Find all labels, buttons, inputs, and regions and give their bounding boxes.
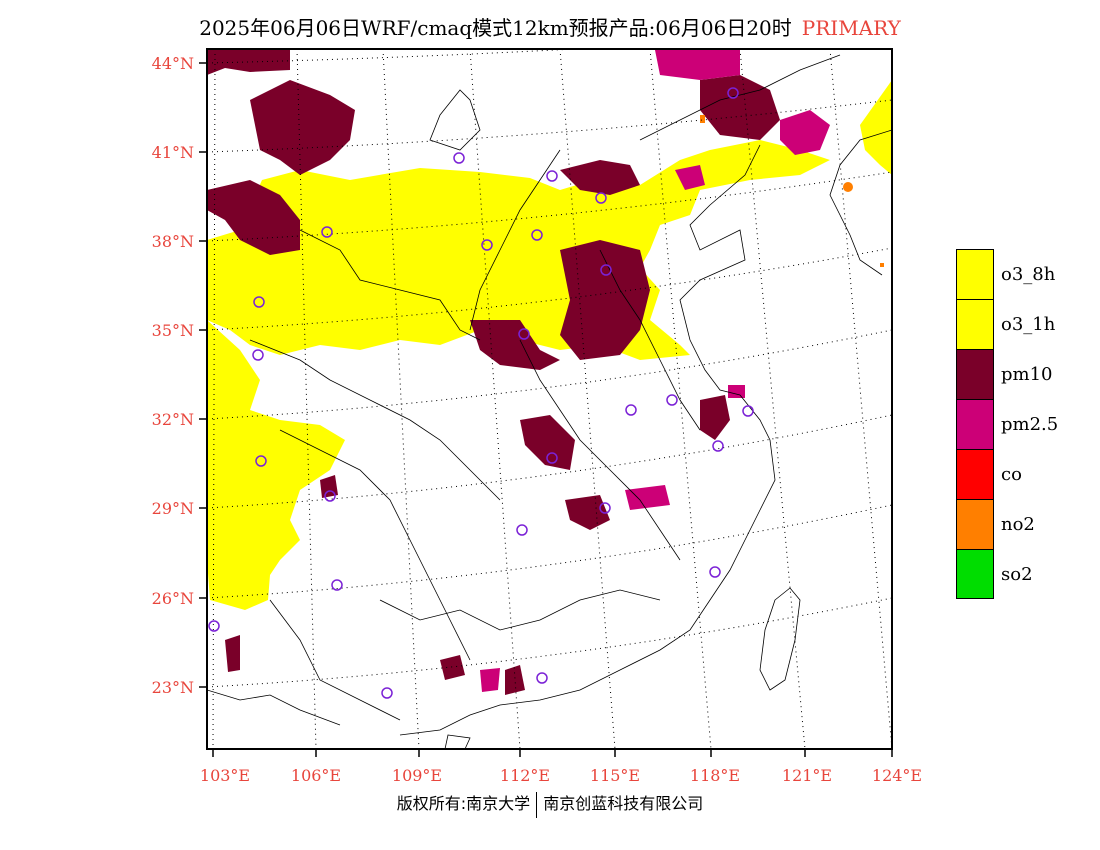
pm25-tianjin [675,165,705,190]
lat-label-38: 38°N [151,232,194,251]
lon-label-106: 106°E [290,766,342,785]
legend-swatch-pm10 [956,349,994,399]
pm10-hubei [520,415,575,470]
pm25-regions [480,50,830,692]
o3-northeast-coast [860,80,892,175]
graticule [207,49,892,749]
pm10-northeast [700,75,780,140]
pm25-shanghai [728,385,745,398]
pm10-jiangxi [565,495,610,530]
lat-label-32: 32°N [151,410,194,429]
lon-label-109: 109°E [391,766,443,785]
pm25-guangdong [480,668,500,692]
lon-label-115: 115°E [589,766,641,785]
lon-label-118: 118°E [689,766,741,785]
o3-regions [207,80,892,610]
pm10-jiangsu [700,395,730,440]
map-title: 2025年06月06日WRF/cmaq模式12km预报产品:06月06日20时 P… [0,12,1100,41]
map-title-text: 2025年06月06日WRF/cmaq模式12km预报产品:06月06日20时 [199,16,792,40]
copyright-left: 版权所有:南京大学 [396,794,531,813]
pm10-top-left [207,50,290,75]
lon-label-121: 121°E [781,766,833,785]
lat-label-35: 35°N [151,321,194,340]
lat-label-26: 26°N [151,589,194,608]
pm10-north-china-plain [560,240,650,360]
legend-label-so2: so2 [1001,564,1033,585]
legend-label-no2: no2 [1001,514,1035,535]
copyright-separator [536,791,538,818]
legend-label-pm25: pm2.5 [1001,414,1059,435]
lat-label-23: 23°N [151,678,194,697]
lon-label-124: 124°E [871,766,923,785]
legend-label-co: co [1001,464,1022,485]
no2-spots [700,115,884,267]
pm10-regions [207,50,780,695]
legend-swatch-o3-1h [956,299,994,349]
o3-north-band [207,140,830,360]
lat-label-41: 41°N [151,143,194,162]
legend-label-o3-8h: o3_8h [1001,264,1056,285]
legend-swatch-no2 [956,499,994,549]
pm25-northeast-top [655,50,740,80]
map-frame [206,48,893,750]
pm10-guangdong [505,665,525,695]
lon-label-112: 112°E [499,766,551,785]
pm25-jiangxi [625,485,670,510]
pm10-northwest [207,180,300,255]
copyright: 版权所有:南京大学 南京创蓝科技有限公司 [0,790,1100,818]
lat-label-44: 44°N [151,54,194,73]
copyright-right: 南京创蓝科技有限公司 [543,794,704,813]
legend-label-pm10: pm10 [1001,364,1053,385]
pm10-south-left [225,635,240,672]
pm25-liaoning [780,110,830,155]
lat-label-29: 29°N [151,499,194,518]
legend-swatch-co [956,449,994,499]
legend-swatch-pm25 [956,399,994,449]
primary-tag: PRIMARY [801,16,901,40]
pm10-henan [470,320,560,370]
tick-marks [199,62,893,757]
legend-swatch-o3-8h [956,249,994,299]
o3-southwest [207,320,345,610]
station-markers [208,87,754,699]
pm10-inner-mongolia [250,80,355,175]
boundaries [207,54,892,749]
pm10-beijing [560,160,640,195]
lon-label-103: 103°E [199,766,251,785]
pm10-guangxi [440,655,465,680]
legend-label-o3-1h: o3_1h [1001,314,1056,335]
legend-swatch-so2 [956,549,994,599]
